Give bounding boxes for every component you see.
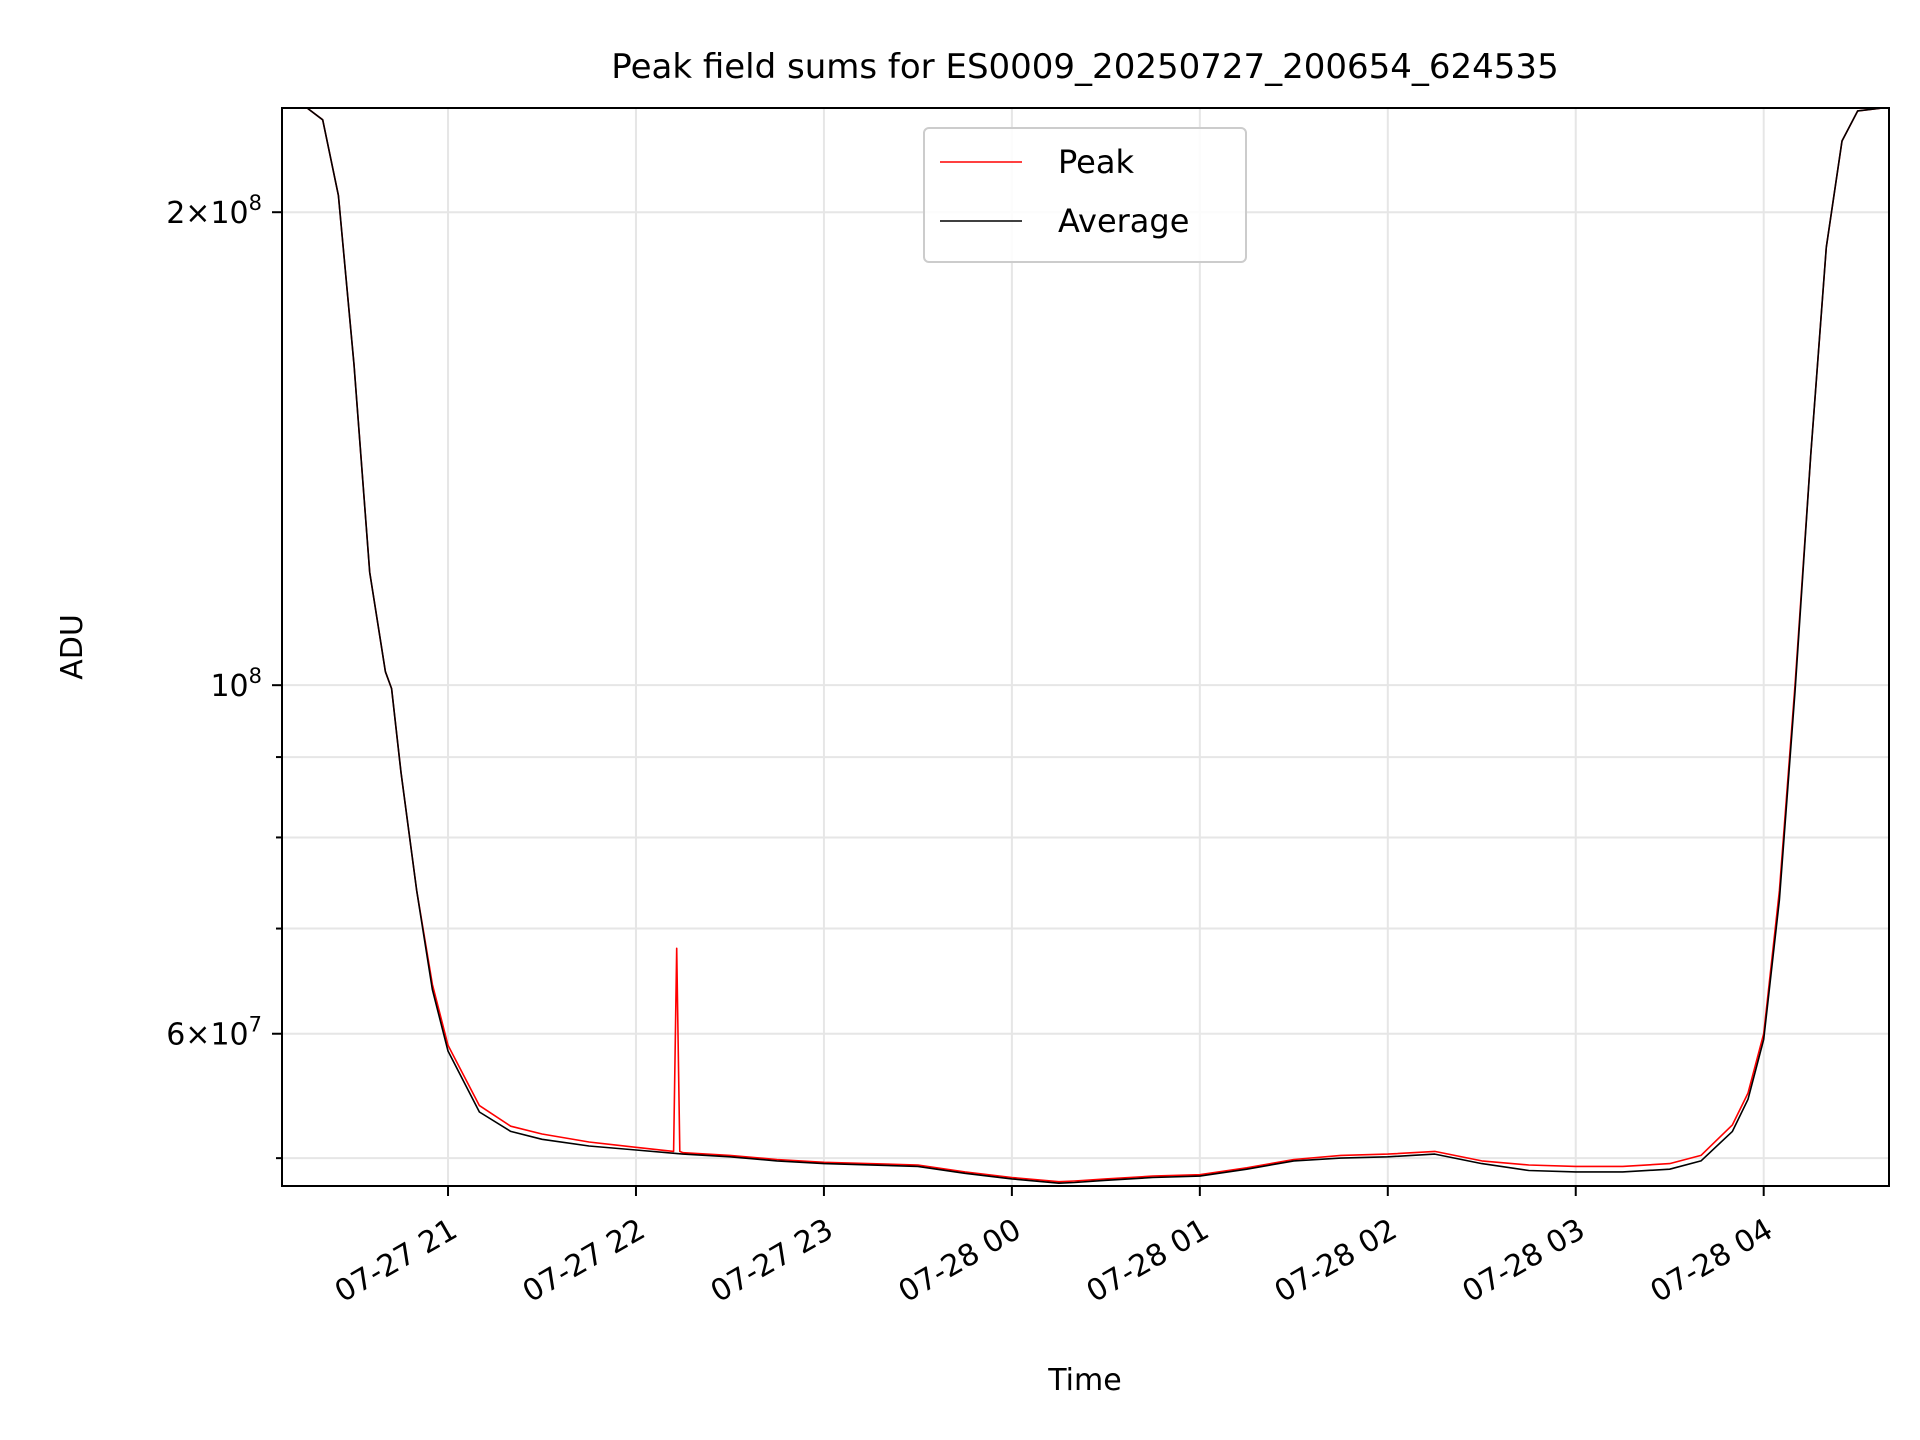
legend-peak-label: Peak — [1058, 143, 1134, 181]
series-layer — [306, 108, 1883, 1184]
y-tick-exponent: 7 — [249, 1013, 262, 1037]
y-tick-label: 6×107 — [166, 1013, 262, 1053]
y-tick-label: 108 — [210, 664, 262, 704]
y-tick-base: 10 — [210, 1018, 248, 1053]
y-tick-mantissa: 2 — [166, 196, 185, 231]
plot-frame — [281, 107, 1890, 1187]
y-tick-exponent: 8 — [249, 664, 262, 688]
y-tick-base: 10 — [210, 196, 248, 231]
y-axis-label: ADU — [55, 614, 90, 680]
y-tick-label: 2×108 — [166, 191, 262, 231]
y-tick-times: × — [185, 1018, 210, 1053]
y-tick-times: × — [185, 196, 210, 231]
legend-average-label: Average — [1058, 202, 1189, 240]
legend: Peak Average — [923, 127, 1247, 263]
y-tick-base: 10 — [210, 669, 248, 704]
y-tick-exponent: 8 — [249, 191, 262, 215]
y-tick-mantissa: 6 — [166, 1018, 185, 1053]
series-line-average — [306, 108, 1883, 1184]
chart-title: Peak field sums for ES0009_20250727_2006… — [611, 47, 1558, 87]
x-axis-label: Time — [1047, 1363, 1121, 1398]
